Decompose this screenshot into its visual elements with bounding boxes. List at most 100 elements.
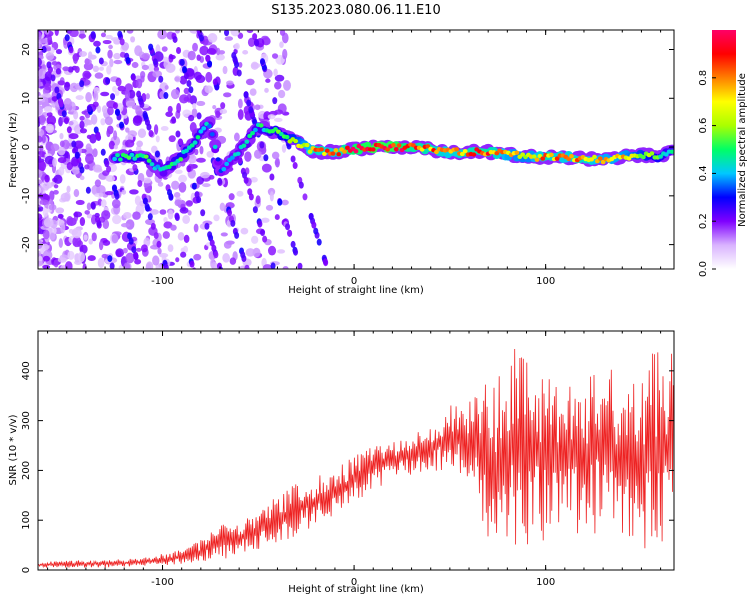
spectrogram-cell [114,192,120,200]
spectrogram-cell [43,106,53,113]
spectrogram-cell [274,157,280,168]
spectrogram-cell [88,51,93,59]
spectrogram-cell [267,114,276,120]
spectrogram-cell [64,34,70,42]
spectrogram-cell [215,157,221,162]
spectrogram-cell [38,38,48,44]
spectrogram-cell [159,209,167,215]
spectrogram-cell [540,156,546,161]
spectrogram-cell [205,242,211,247]
x-tick-label: 100 [536,577,555,588]
spectrogram-cell [252,206,258,214]
spectrogram-cell [204,222,210,230]
spectrogram-cell [38,256,43,262]
spectrogram-cell [272,97,278,105]
spectrogram-cell [125,57,131,65]
spectrogram-cell [45,52,55,61]
spectrogram-cell [44,155,55,165]
spectrogram-cell [230,155,235,160]
spectrogram-cell [93,167,103,173]
spectrogram-cell [66,185,71,193]
spectrogram-cell [78,50,88,57]
spectrogram-cell [87,255,96,262]
spectrogram-cell [137,179,143,187]
spectrogram-cell [113,59,123,65]
spectrogram-cell [434,149,439,155]
spectrogram-cell [54,30,59,36]
spectrogram-cell [255,195,261,205]
spectrogram-cell [600,159,606,165]
spectrogram-cell [98,57,104,65]
spectrogram-cell [224,30,230,37]
spectrogram-cell [282,266,289,269]
spectrogram-cell [232,55,238,63]
spectrogram-cell [192,42,198,52]
spectrogram-cell [75,95,84,100]
spectrogram-cell [290,240,296,248]
spectrogram-cell [119,121,125,129]
spectrogram-cell [209,239,215,247]
spectrogram-cell [196,100,206,107]
spectrogram-cell [182,65,188,73]
spectrogram-cell [154,150,160,158]
spectrogram-cell [247,37,256,48]
spectrogram-cell [217,177,223,185]
spectrogram-cell [73,146,79,154]
spectrogram-cell [324,148,330,153]
spectrogram-cell [250,176,258,183]
spectrogram-cell [124,89,131,101]
spectrogram-cell [186,165,192,173]
spectrogram-cell [236,190,244,197]
spectrogram-cell [273,117,283,122]
spectrogram-cell [46,115,57,126]
spectrogram-cell [141,64,149,71]
spectrogram-cell [240,251,246,259]
spectrogram-cell [179,207,189,214]
spectrogram-cell [167,105,173,113]
spectrogram-cell [206,150,215,158]
snr-panel: -100 0 100 0 100 200 300 400 Height of straigh… [8,330,675,595]
spectrogram-cell [227,209,233,217]
spectrogram-frame [37,29,675,270]
spectrogram-cell [141,52,151,60]
spectrogram-cell [111,199,121,209]
spectrogram-cell [153,231,159,239]
spectrogram-cell [207,124,212,129]
spectrogram-cell [38,213,43,221]
snr-y-label: SNR (10 * v/v) [8,414,19,485]
spectrogram-cell [224,161,230,167]
spectrogram-cell [147,213,153,221]
spectrogram-cell [129,189,139,195]
spectrogram-cell [41,45,47,53]
spectrogram-cell [125,127,130,133]
spectrogram-cell [207,33,218,43]
spectrogram-cell [290,155,296,163]
spectrogram-cell [50,74,56,82]
snr-x-ticks: -100 0 100 [47,331,662,588]
spectrogram-cell [45,123,54,131]
spectrogram-cell [462,148,468,154]
spectrogram-cell [57,257,67,263]
spectrogram-cell [44,174,50,183]
spectrogram-cell [243,91,249,99]
spectrogram-x-label: Height of straight line (km) [288,285,424,296]
spectrogram-cell [198,34,204,42]
spectrogram-cell [269,191,274,202]
spectrogram-cell [115,108,121,116]
spectrogram-cell [106,165,112,173]
spectrogram-cell [316,238,322,246]
spectrogram-cell [569,154,574,159]
spectrogram-cell [178,174,188,183]
spectrogram-cell [242,50,249,55]
spectrogram-cell [131,246,137,254]
spectrogram-cell [130,73,136,81]
y-tick-label: -10 [21,188,32,204]
spectrogram-cell [396,143,402,148]
spectrogram-cell [287,229,293,237]
spectrogram-cell [307,149,313,154]
spectrogram-cell [234,231,240,239]
spectrogram-cell [39,144,44,152]
spectrogram-cell [38,160,47,172]
spectrogram-cell [176,46,182,54]
